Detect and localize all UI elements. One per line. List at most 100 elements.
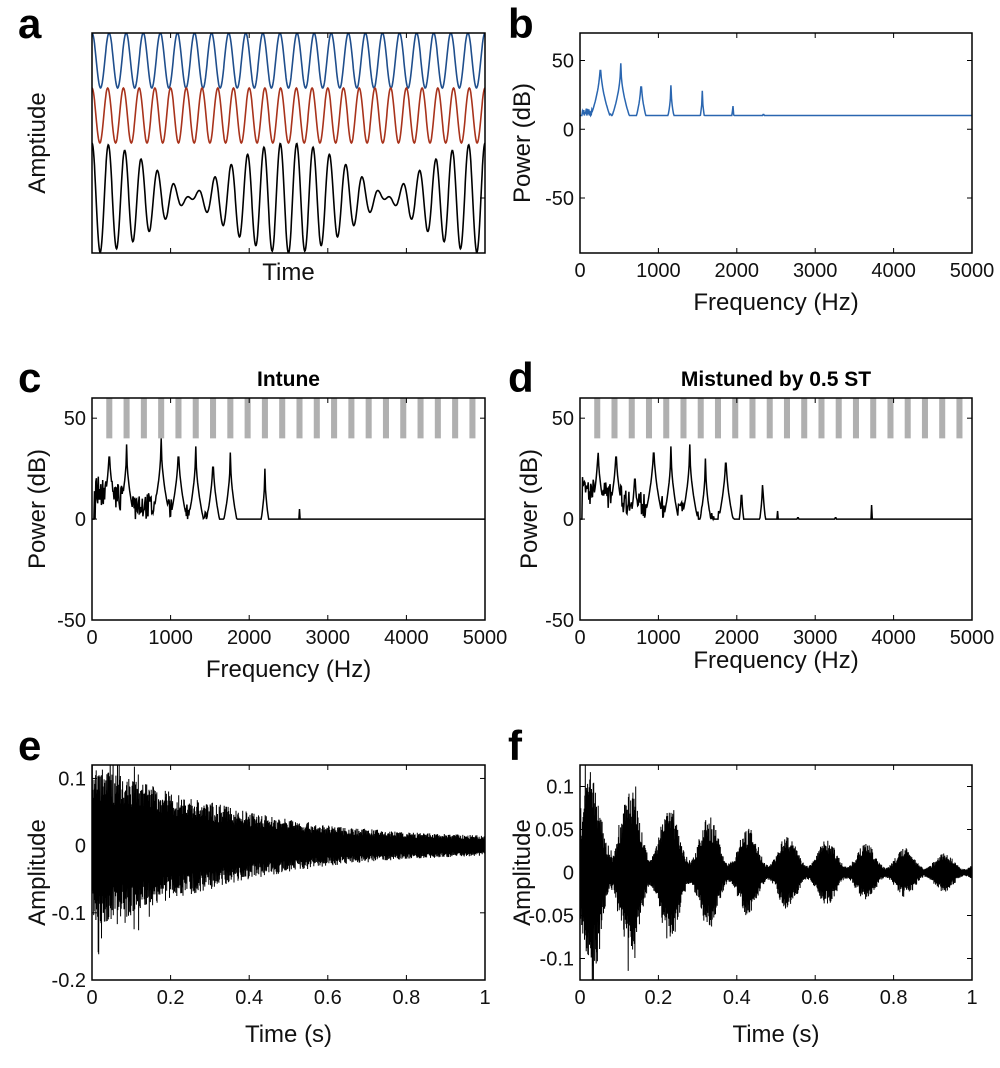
y-axis-label: Amptiude <box>24 92 51 193</box>
harmonic-band <box>365 398 372 439</box>
y-axis-label: Power (dB) <box>516 449 543 569</box>
harmonic-band <box>210 398 217 439</box>
spectrum-line <box>580 444 972 522</box>
harmonic-band <box>244 398 251 439</box>
panel-d: d Mistuned by 0.5 ST Frequency (Hz) Power (… <box>508 354 994 674</box>
harmonic-band <box>852 398 859 439</box>
panel-letter-c: c <box>18 354 41 401</box>
panel-c: c Intune Frequency (Hz) Power (dB) 0 1000 2000… <box>18 354 507 683</box>
chart-title: Mistuned by 0.5 ST <box>681 368 871 391</box>
y-tick-label: 0 <box>75 509 86 531</box>
series-line-2 <box>92 142 485 253</box>
y-tick-label: 0 <box>563 119 574 141</box>
panel-f: f Time (s) Amplitude 0 0.2 0.4 0.6 0.8 1 0.1 0.05 0… <box>508 722 978 1048</box>
panel-letter-d: d <box>508 354 534 401</box>
x-tick-label: 0 <box>86 987 97 1009</box>
harmonic-band <box>714 398 722 439</box>
x-tick-label: 1000 <box>636 627 681 649</box>
harmonic-band <box>261 398 268 439</box>
x-tick-label: 2000 <box>227 627 272 649</box>
x-tick-label: 3000 <box>793 627 838 649</box>
spectrum-line <box>92 438 485 520</box>
y-tick-label: -0.1 <box>540 949 574 971</box>
panel-letter-e: e <box>18 722 41 769</box>
harmonic-band <box>400 398 407 439</box>
x-tick-label: 0.8 <box>880 987 908 1009</box>
harmonic-band <box>158 398 165 439</box>
y-tick-label: 0.05 <box>535 820 574 842</box>
series-line-0 <box>92 33 485 90</box>
x-axis-label: Time (s) <box>245 1021 332 1048</box>
x-tick-label: 0.2 <box>157 987 185 1009</box>
plot-frame <box>91 32 486 254</box>
y-tick-label: 0.1 <box>546 777 574 799</box>
spectrum-line <box>580 63 972 118</box>
harmonic-band <box>766 398 773 439</box>
harmonic-band <box>594 398 601 439</box>
x-tick-label: 1000 <box>636 260 681 282</box>
harmonic-band <box>331 398 338 439</box>
y-tick-label: 50 <box>552 51 574 73</box>
x-axis-label: Frequency (Hz) <box>693 289 858 316</box>
harmonic-band <box>904 398 911 439</box>
plot-frame <box>91 764 486 981</box>
harmonic-band <box>417 398 424 439</box>
x-tick-label: 0 <box>86 627 97 649</box>
y-axis-label: Power (dB) <box>509 83 536 203</box>
y-tick-label: 0 <box>563 509 574 531</box>
plot-frame <box>579 397 973 621</box>
harmonic-band <box>749 398 756 439</box>
x-tick-label: 2000 <box>715 260 760 282</box>
x-axis-label: Frequency (Hz) <box>693 647 858 674</box>
harmonic-band <box>870 398 877 439</box>
plot-frame <box>579 32 973 254</box>
harmonic-band <box>783 398 790 439</box>
harmonic-band <box>645 398 653 439</box>
y-tick-label: 0 <box>75 836 86 858</box>
x-tick-label: 3000 <box>306 627 351 649</box>
y-axis-label: Amplitude <box>509 819 536 926</box>
harmonic-band <box>434 398 441 439</box>
x-tick-label: 0.4 <box>235 987 263 1009</box>
harmonic-band <box>296 398 303 439</box>
y-tick-label: -50 <box>545 610 574 632</box>
waveform-line <box>92 765 485 955</box>
harmonic-band <box>663 398 670 439</box>
harmonic-band <box>818 398 825 439</box>
harmonic-band <box>192 398 199 439</box>
x-axis-label: Frequency (Hz) <box>206 656 371 683</box>
series-line-1 <box>92 86 485 145</box>
panel-letter-a: a <box>18 0 42 47</box>
x-tick-label: 0 <box>574 627 585 649</box>
x-tick-label: 2000 <box>715 627 760 649</box>
x-tick-label: 3000 <box>793 260 838 282</box>
harmonic-band <box>469 398 476 439</box>
harmonic-band <box>106 398 113 439</box>
harmonic-band <box>939 398 946 439</box>
x-tick-label: 1 <box>479 987 490 1009</box>
harmonic-band <box>313 398 320 439</box>
panel-letter-f: f <box>508 722 523 769</box>
x-tick-label: 0.2 <box>644 987 672 1009</box>
x-tick-label: 4000 <box>871 260 916 282</box>
harmonic-band <box>140 398 147 439</box>
plot-frame <box>91 397 486 621</box>
harmonic-band <box>921 398 928 439</box>
y-tick-label: -50 <box>545 188 574 210</box>
waveform-line <box>580 765 972 980</box>
harmonic-band <box>123 398 130 439</box>
x-tick-label: 5000 <box>463 627 508 649</box>
harmonic-band <box>628 398 635 439</box>
panel-a: a Time Amptiude <box>18 0 486 286</box>
x-tick-label: 5000 <box>950 260 995 282</box>
y-tick-label: -0.1 <box>52 903 86 925</box>
x-tick-label: 1 <box>966 987 977 1009</box>
x-tick-label: 5000 <box>950 627 995 649</box>
x-tick-label: 4000 <box>384 627 429 649</box>
x-tick-label: 0.6 <box>801 987 829 1009</box>
y-tick-label: 50 <box>552 408 574 430</box>
harmonic-band <box>175 398 182 439</box>
y-axis-label: Power (dB) <box>24 449 51 569</box>
y-tick-label: -0.05 <box>528 906 574 928</box>
